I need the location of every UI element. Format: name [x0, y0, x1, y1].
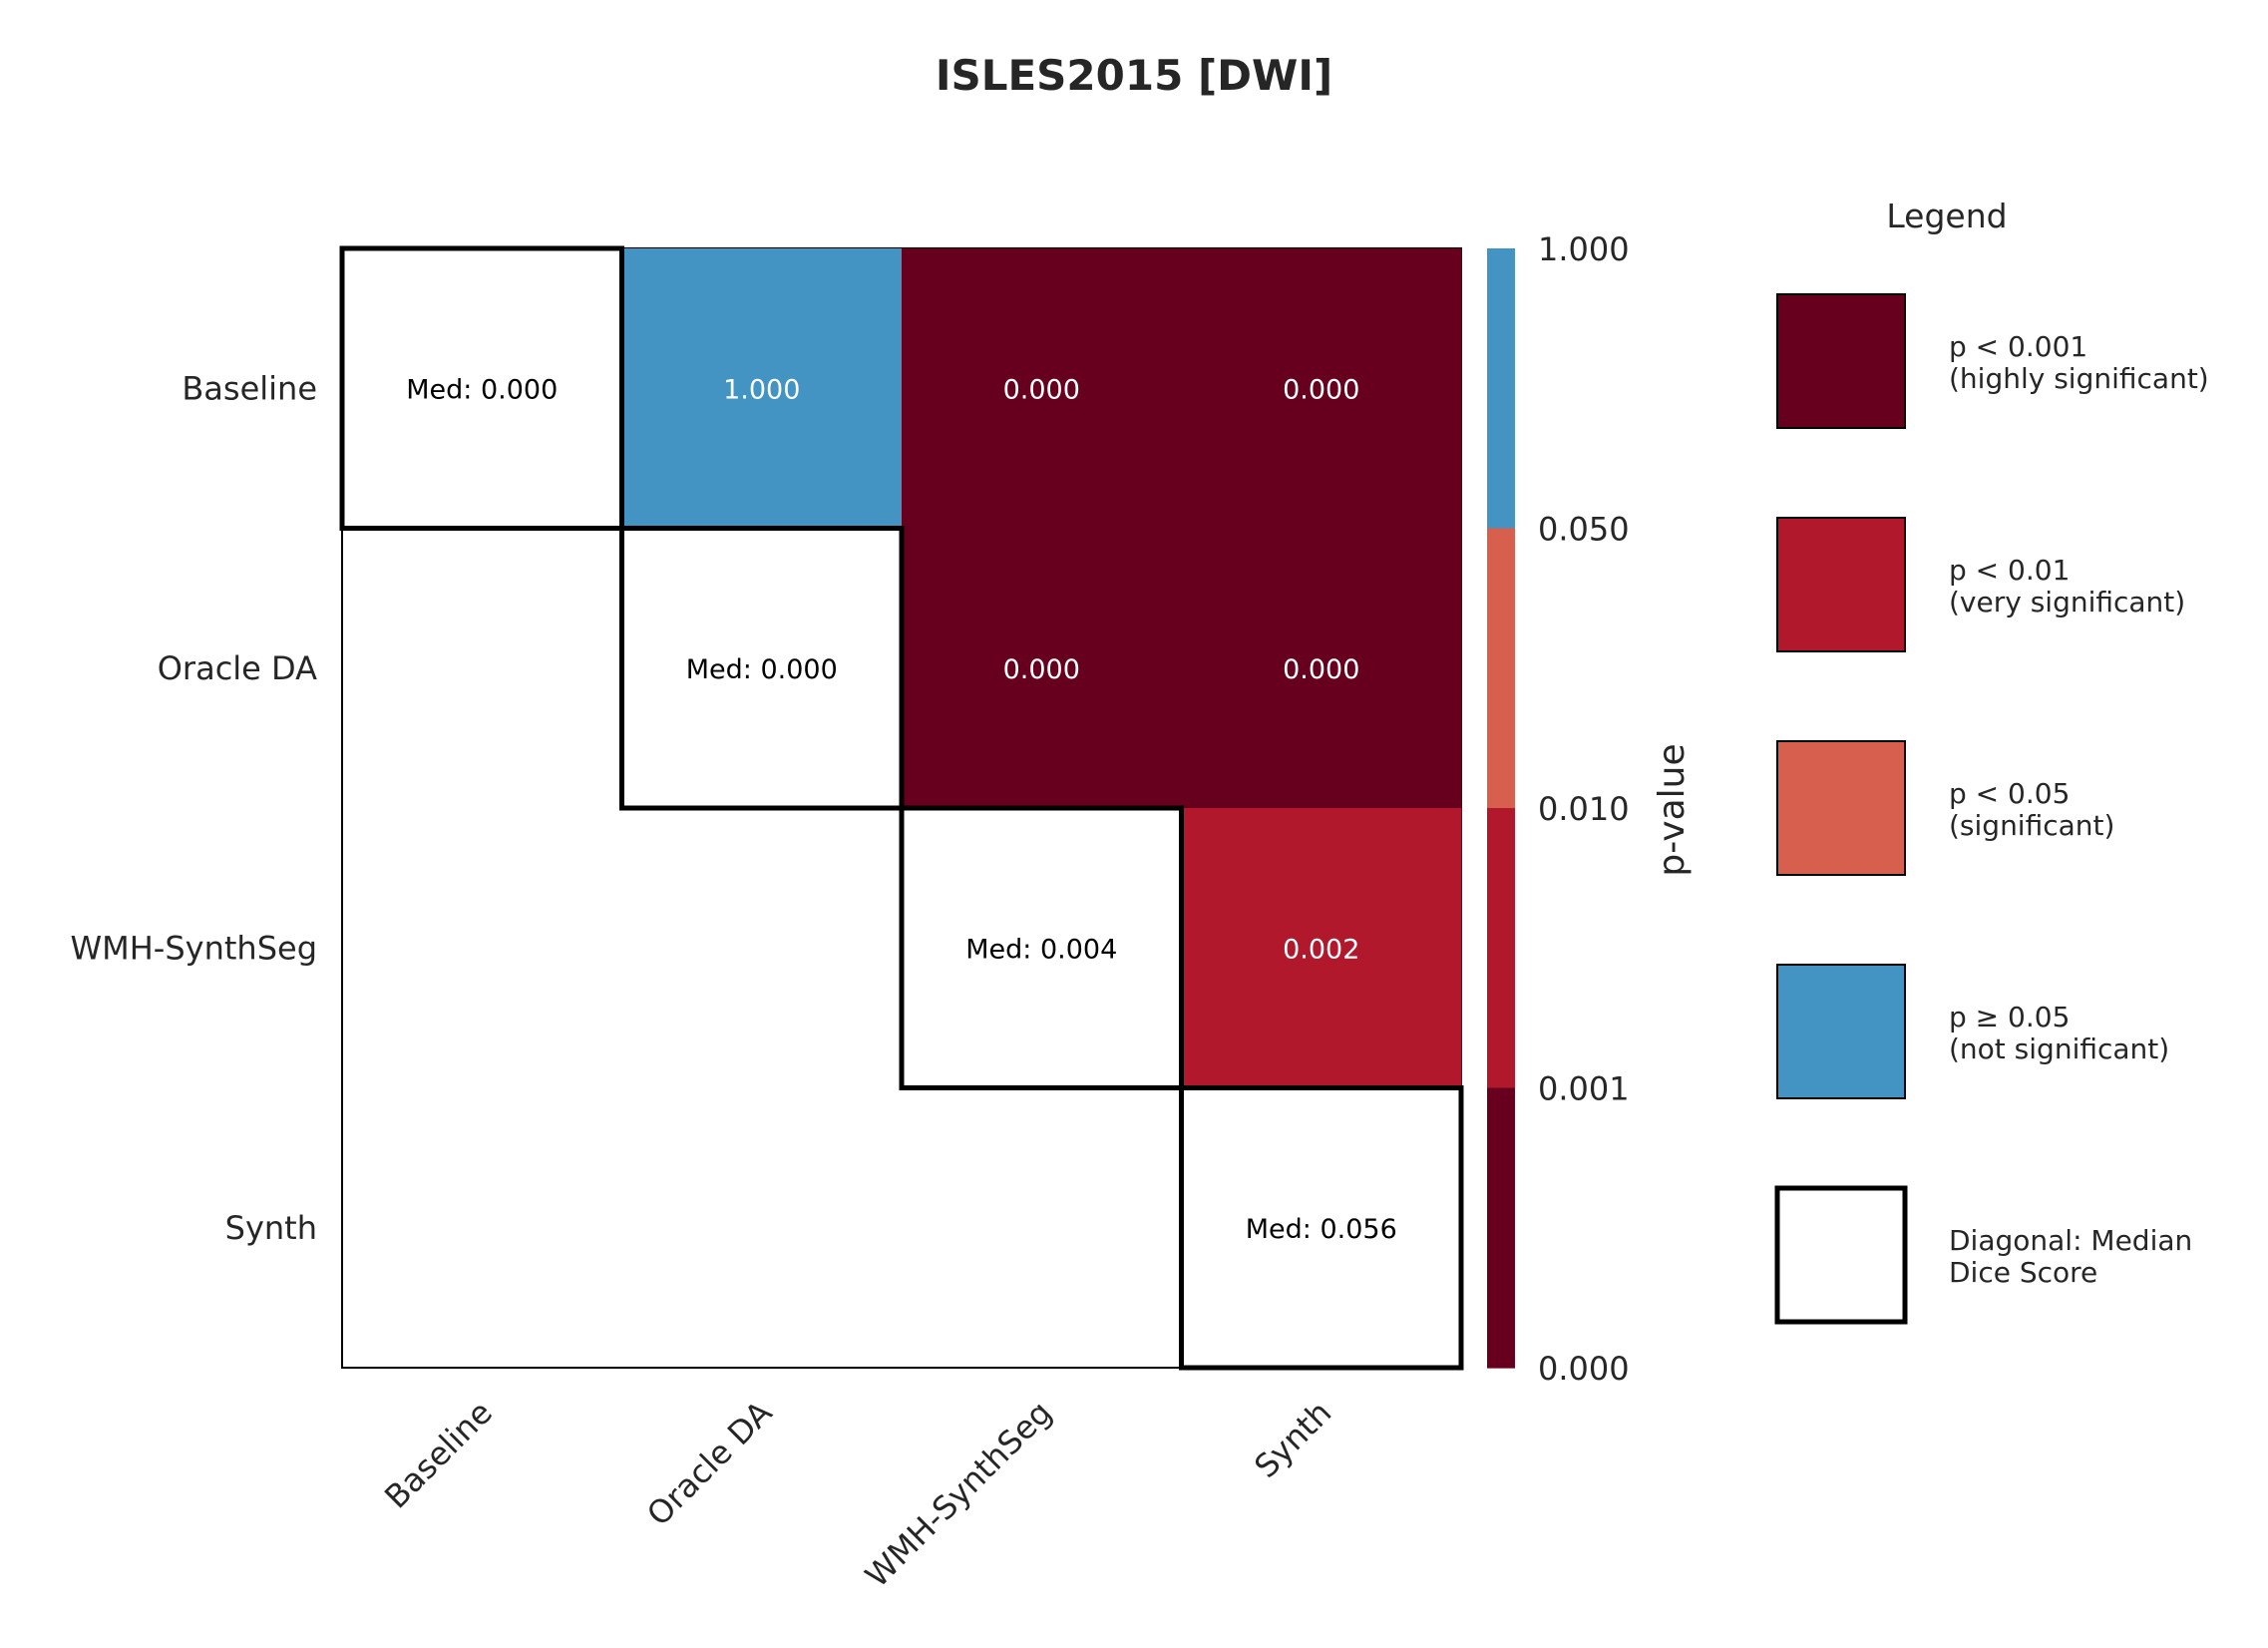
legend-label-line2: (significant): [1949, 809, 2114, 842]
legend-swatch: [1776, 293, 1906, 429]
colorbar-label: p-value: [1652, 743, 1693, 876]
pvalue-label: 0.000: [1003, 654, 1080, 685]
pvalue-cell: [902, 528, 1183, 809]
legend-label-line2: (very significant): [1949, 586, 2185, 618]
legend: p < 0.001(highly significant) p < 0.01(ve…: [1774, 293, 2209, 1325]
legend-swatch: [1776, 740, 1906, 876]
colorbar-band: [1487, 248, 1515, 530]
pvalue-label: 0.000: [1283, 654, 1359, 685]
diagonal-cell: [339, 245, 624, 531]
colorbar-band: [1487, 1087, 1515, 1369]
colorbar-tick-label: 0.001: [1538, 1070, 1630, 1108]
colorbar-tick-label: 1.000: [1538, 230, 1630, 268]
diagonal-median-label: Med: 0.056: [1246, 1214, 1397, 1245]
row-label: WMH-SynthSeg: [70, 929, 317, 967]
diagonal-median-label: Med: 0.000: [686, 654, 838, 685]
diagonal-cell: [1179, 1085, 1464, 1371]
legend-label-line2: Dice Score: [1949, 1256, 2097, 1289]
colorbar-tick-label: 0.010: [1538, 790, 1630, 828]
pvalue-label: 0.000: [1283, 374, 1359, 405]
heatmap-cells: 1.000 0.000 0.000 0.000 0.000 0.002 Med: 0.000…: [339, 245, 1464, 1371]
pvalue-cell: [1181, 528, 1462, 809]
pvalue-cell: [1181, 808, 1462, 1089]
row-label: Baseline: [182, 369, 317, 407]
pvalue-cell: [621, 248, 903, 530]
legend-label-line1: p ≥ 0.05: [1949, 1001, 2070, 1033]
pvalue-label: 0.002: [1283, 934, 1359, 965]
column-label: Oracle DA: [639, 1394, 779, 1533]
diagonal-median-label: Med: 0.004: [965, 934, 1117, 965]
legend-label-line1: p < 0.05: [1949, 777, 2070, 810]
legend-swatch: [1776, 964, 1906, 1099]
row-label: Synth: [225, 1209, 317, 1247]
column-label: WMH-SynthSeg: [858, 1394, 1059, 1595]
pvalue-cell: [1181, 248, 1462, 530]
colorbar-tick-label: 0.050: [1538, 511, 1630, 549]
legend-label-line2: (not significant): [1949, 1032, 2169, 1065]
column-label: Synth: [1247, 1394, 1338, 1485]
diagonal-median-label: Med: 0.000: [406, 374, 558, 405]
legend-label-line2: (highly significant): [1949, 362, 2209, 395]
colorbar-tick-label: 0.000: [1538, 1350, 1630, 1388]
column-label: Baseline: [377, 1394, 500, 1516]
legend-swatch: [1776, 517, 1906, 652]
pvalue-label: 0.000: [1003, 374, 1080, 405]
row-labels: Baseline Oracle DA WMH-SynthSeg Synth: [70, 369, 317, 1247]
pvalue-cell: [902, 248, 1183, 530]
chart-title: ISLES2015 [DWI]: [936, 51, 1332, 100]
legend-title: Legend: [1886, 197, 2007, 235]
row-label: Oracle DA: [158, 649, 317, 687]
colorbar: 1.000 0.050 0.010 0.001 0.000: [1487, 230, 1630, 1388]
legend-label-line1: p < 0.01: [1949, 554, 2070, 587]
diagonal-cell: [899, 805, 1184, 1090]
legend-label-line1: p < 0.001: [1949, 330, 2087, 363]
pvalue-label: 1.000: [723, 374, 800, 405]
diagonal-cell: [619, 526, 905, 811]
colorbar-band: [1487, 808, 1515, 1089]
legend-label-line1: Diagonal: Median: [1949, 1224, 2192, 1257]
column-labels: Baseline Oracle DA WMH-SynthSeg Synth: [377, 1394, 1338, 1595]
colorbar-band: [1487, 528, 1515, 809]
legend-swatch-diagonal: [1774, 1185, 1908, 1325]
